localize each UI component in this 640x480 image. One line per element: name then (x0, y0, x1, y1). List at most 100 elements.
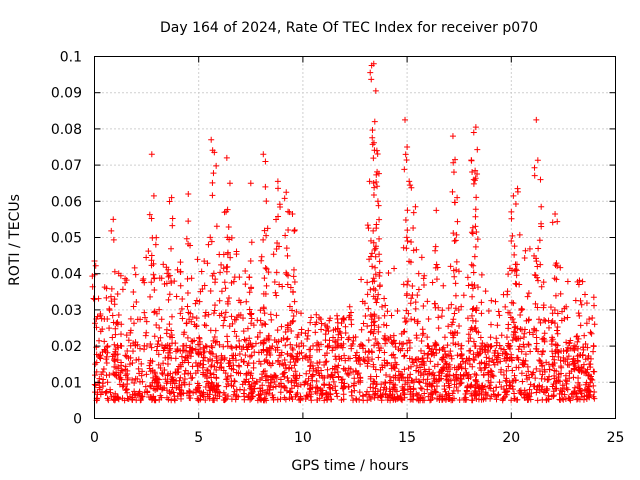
data-point (424, 334, 431, 341)
data-point (387, 334, 394, 341)
data-point (457, 375, 464, 382)
data-point (364, 323, 371, 330)
data-point (535, 277, 542, 284)
data-point (511, 251, 518, 258)
data-point (369, 356, 376, 363)
data-point (563, 380, 570, 387)
data-point (520, 391, 527, 398)
data-point (295, 331, 302, 338)
data-point (354, 371, 361, 378)
data-point (466, 361, 473, 368)
data-point (470, 262, 477, 269)
data-point (546, 366, 553, 373)
data-point (270, 251, 277, 258)
data-point (511, 395, 518, 402)
data-point (588, 330, 595, 337)
data-point (472, 167, 479, 174)
data-point (161, 344, 168, 351)
data-point (324, 366, 331, 373)
data-point (242, 281, 249, 288)
data-point (449, 188, 456, 195)
data-point (160, 360, 167, 367)
data-point (452, 280, 459, 287)
data-point (110, 370, 117, 377)
data-point (233, 393, 240, 400)
data-point (472, 342, 479, 349)
data-point (104, 343, 111, 350)
data-point (558, 364, 565, 371)
data-point (267, 379, 274, 386)
data-point (472, 243, 479, 250)
data-point (209, 179, 216, 186)
data-point (168, 278, 175, 285)
data-point (287, 359, 294, 366)
data-point (291, 279, 298, 286)
data-point (474, 146, 481, 153)
data-point (265, 332, 272, 339)
data-point (489, 357, 496, 364)
data-point (413, 362, 420, 369)
data-point (417, 395, 424, 402)
data-point (432, 304, 439, 311)
data-point (514, 185, 521, 192)
data-point (263, 282, 270, 289)
data-point (527, 348, 534, 355)
data-point (233, 316, 240, 323)
data-point (494, 392, 501, 399)
data-point (165, 396, 172, 403)
data-point (355, 370, 362, 377)
data-point (209, 385, 216, 392)
data-point (102, 348, 109, 355)
data-point (277, 396, 284, 403)
data-point (163, 326, 170, 333)
data-point (473, 229, 480, 236)
data-point (493, 384, 500, 391)
data-point (321, 374, 328, 381)
data-point (478, 382, 485, 389)
data-point (211, 307, 218, 314)
data-point (308, 314, 315, 321)
data-point (265, 390, 272, 397)
data-point (575, 310, 582, 317)
data-point (487, 385, 494, 392)
data-point (370, 275, 377, 282)
data-point (533, 327, 540, 334)
data-point (265, 376, 272, 383)
data-point (418, 385, 425, 392)
data-point (177, 259, 184, 266)
data-point (112, 352, 119, 359)
data-point (554, 324, 561, 331)
data-point (289, 353, 296, 360)
data-point (360, 357, 367, 364)
data-point (273, 312, 280, 319)
data-point (196, 388, 203, 395)
data-point (277, 376, 284, 383)
data-point (143, 329, 150, 336)
data-point (554, 330, 561, 337)
data-point (540, 279, 547, 286)
data-point (390, 351, 397, 358)
data-point (178, 363, 185, 370)
data-point (373, 221, 380, 228)
data-point (105, 397, 112, 404)
data-point (470, 356, 477, 363)
data-point (450, 169, 457, 176)
data-point (275, 357, 282, 364)
data-point (180, 342, 187, 349)
data-point (96, 375, 103, 382)
data-point (438, 375, 445, 382)
data-point (241, 396, 248, 403)
data-point (384, 308, 391, 315)
data-point (570, 355, 577, 362)
data-point (471, 325, 478, 332)
data-point (464, 384, 471, 391)
data-point (407, 371, 414, 378)
data-point (488, 321, 495, 328)
data-point (537, 176, 544, 183)
data-point (360, 345, 367, 352)
data-point (470, 176, 477, 183)
data-point (451, 364, 458, 371)
data-point (356, 389, 363, 396)
data-point (257, 317, 264, 324)
data-point (417, 369, 424, 376)
